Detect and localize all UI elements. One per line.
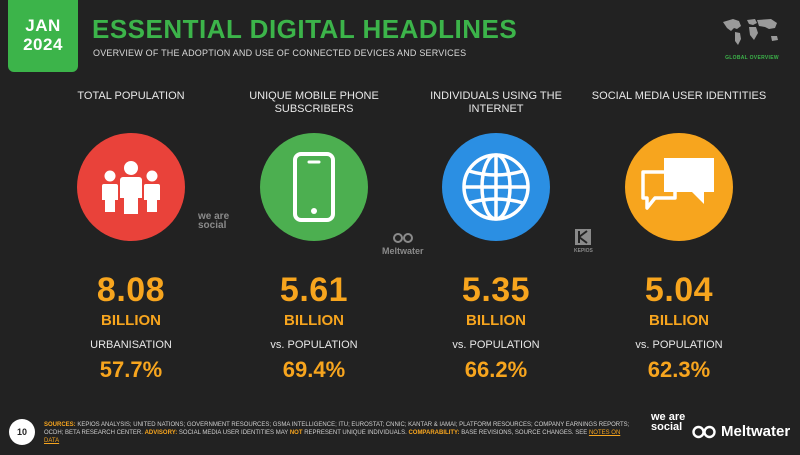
comparability-text: BASE REVISIONS, SOURCE CHANGES. SEE bbox=[461, 430, 588, 436]
advisory-not: NOT bbox=[289, 430, 303, 436]
mobile-phone-icon bbox=[293, 152, 335, 222]
kepios-logo-icon bbox=[575, 229, 592, 245]
stat-category: UNIQUE MOBILE PHONE SUBSCRIBERS bbox=[249, 90, 379, 115]
meltwater-logo: Meltwater bbox=[691, 423, 790, 440]
stat-percent: 57.7% bbox=[99, 357, 163, 382]
sources-text: KEPIOS ANALYSIS; UNITED NATIONS; GOVERNM… bbox=[44, 422, 630, 436]
meltwater-brand-icon bbox=[692, 425, 716, 438]
we-are-social-watermark: we are social bbox=[198, 211, 242, 231]
meltwater-watermark: Meltwater bbox=[382, 232, 424, 256]
mobile-circle bbox=[260, 133, 368, 241]
we-are-social-watermark-text: we are social bbox=[198, 211, 230, 231]
social-circle bbox=[625, 133, 733, 241]
stat-internet-users: INDIVIDUALS USING THE INTERNET 5.35 BILL… bbox=[406, 90, 586, 383]
stat-percent: 69.4% bbox=[282, 357, 346, 382]
globe-icon bbox=[462, 153, 530, 221]
kepios-watermark-text: KEPIOS bbox=[574, 248, 593, 254]
global-overview-tag: GLOBAL OVERVIEW bbox=[718, 14, 786, 61]
advisory-text-1: SOCIAL MEDIA USER IDENTITIES MAY bbox=[178, 430, 289, 436]
advisory-text-2: REPRESENT UNIQUE INDIVIDUALS. bbox=[304, 430, 407, 436]
people-icon bbox=[102, 161, 160, 214]
stat-sublabel: vs. POPULATION bbox=[635, 339, 723, 351]
kepios-watermark: KEPIOS bbox=[574, 228, 593, 254]
stat-unit: BILLION bbox=[466, 312, 526, 329]
advisory-label: ADVISORY: bbox=[144, 430, 178, 436]
speech-bubbles-icon bbox=[641, 158, 714, 210]
sources-label: SOURCES: bbox=[44, 422, 76, 428]
stat-sublabel: vs. POPULATION bbox=[270, 339, 358, 351]
global-overview-label: GLOBAL OVERVIEW bbox=[725, 55, 779, 61]
stat-percent: 66.2% bbox=[464, 357, 528, 382]
sources-note: SOURCES: KEPIOS ANALYSIS; UNITED NATIONS… bbox=[44, 421, 634, 445]
population-circle bbox=[77, 133, 185, 241]
stat-sublabel: URBANISATION bbox=[90, 339, 172, 351]
stat-total-population: TOTAL POPULATION 8.08 BILLION URBANISATI… bbox=[41, 90, 221, 383]
stat-value: 5.35 bbox=[461, 271, 531, 309]
stat-unit: BILLION bbox=[284, 312, 344, 329]
stat-category: INDIVIDUALS USING THE INTERNET bbox=[430, 90, 562, 115]
notes-on-data-link[interactable]: NOTES ON DATA bbox=[44, 430, 621, 444]
we-are-social-logo-text: we are social bbox=[651, 411, 686, 433]
world-map-icon bbox=[723, 19, 778, 45]
stat-category: SOCIAL MEDIA USER IDENTITIES bbox=[591, 90, 767, 102]
stat-sublabel: vs. POPULATION bbox=[452, 339, 540, 351]
stat-value: 5.04 bbox=[644, 271, 714, 309]
stat-value: 5.61 bbox=[279, 271, 349, 309]
date-month: JAN bbox=[25, 16, 61, 35]
internet-circle bbox=[442, 133, 550, 241]
meltwater-watermark-text: Meltwater bbox=[382, 246, 424, 256]
stat-category: TOTAL POPULATION bbox=[77, 90, 185, 102]
comparability-label: COMPARABILITY: bbox=[408, 430, 460, 436]
page-number: 10 bbox=[9, 419, 35, 445]
date-badge: JAN 2024 bbox=[8, 0, 78, 72]
meltwater-logo-text: Meltwater bbox=[721, 423, 791, 440]
stat-percent: 62.3% bbox=[647, 357, 711, 382]
meltwater-logo-icon bbox=[392, 233, 413, 243]
stat-mobile-subscribers: UNIQUE MOBILE PHONE SUBSCRIBERS 5.61 BIL… bbox=[224, 90, 404, 383]
we-are-social-logo: we are social bbox=[651, 411, 691, 433]
date-year: 2024 bbox=[23, 35, 63, 54]
page-title: ESSENTIAL DIGITAL HEADLINES bbox=[92, 14, 518, 44]
page-subtitle: OVERVIEW OF THE ADOPTION AND USE OF CONN… bbox=[93, 48, 467, 58]
stat-unit: BILLION bbox=[649, 312, 709, 329]
stat-unit: BILLION bbox=[101, 312, 161, 329]
stat-value: 8.08 bbox=[96, 271, 166, 309]
stat-social-media: SOCIAL MEDIA USER IDENTITIES 5.04 BILLIO… bbox=[589, 90, 769, 383]
